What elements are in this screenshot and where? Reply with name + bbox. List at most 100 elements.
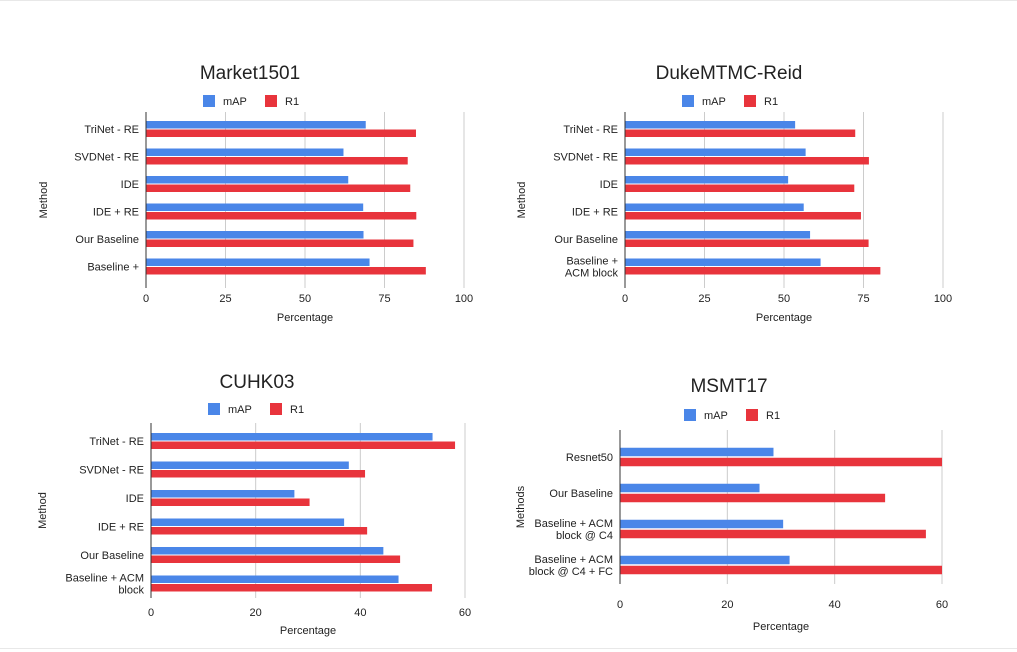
x-tick-label: 20 <box>250 607 262 619</box>
legend-label: mAP <box>702 96 726 108</box>
top-divider <box>0 0 1017 1</box>
category-label: Our Baseline <box>75 234 139 246</box>
x-tick-label: 0 <box>143 293 149 305</box>
legend-swatch <box>270 403 282 415</box>
category-label: IDE + RE <box>98 522 144 534</box>
legend-swatch <box>208 403 220 415</box>
category-label: Baseline + <box>566 256 618 268</box>
legend-label: R1 <box>290 404 304 416</box>
category-label: IDE + RE <box>93 207 139 219</box>
bar-r1-ide <box>146 184 411 192</box>
x-axis-label: Percentage <box>753 621 809 633</box>
bar-r1-svdnet-re <box>151 470 366 478</box>
legend-item-r1: R1 <box>265 95 299 108</box>
bar-r1-ide-re <box>146 212 417 220</box>
category-label: SVDNet - RE <box>74 152 139 164</box>
category-label: IDE <box>121 179 139 191</box>
bar-r1-baseline <box>146 267 426 275</box>
x-axis-label: Percentage <box>277 312 333 324</box>
legend-item-map: mAP <box>208 403 252 416</box>
bar-r1-trinet-re <box>625 129 856 137</box>
bar-r1-baseline-acm-block <box>151 584 433 592</box>
bar-map-resnet50 <box>620 447 774 457</box>
x-tick-label: 100 <box>934 293 952 305</box>
x-tick-label: 20 <box>721 599 733 611</box>
bar-r1-ide <box>151 498 310 506</box>
category-label: IDE <box>126 493 144 505</box>
bar-map-svdnet-re <box>625 148 806 156</box>
category-label: Baseline + ACM <box>534 518 613 530</box>
x-tick-label: 40 <box>829 599 841 611</box>
category-label: Baseline + ACM <box>65 573 144 585</box>
bar-map-trinet-re <box>151 433 433 441</box>
category-label: IDE + RE <box>572 207 618 219</box>
legend-swatch <box>684 409 696 421</box>
category-label: Baseline + ACM <box>534 554 613 566</box>
y-axis-label: Method <box>516 182 528 219</box>
x-tick-label: 0 <box>148 607 154 619</box>
bar-r1-svdnet-re <box>625 157 869 165</box>
legend-swatch <box>203 95 215 107</box>
bar-map-ide-re <box>625 203 804 211</box>
legend-label: R1 <box>766 410 780 422</box>
category-label: IDE <box>600 179 618 191</box>
bar-r1-our-baseline <box>151 555 401 563</box>
category-label: ACM block <box>565 268 619 280</box>
legend-item-map: mAP <box>203 95 247 108</box>
x-tick-label: 60 <box>459 607 471 619</box>
bar-map-ide <box>625 176 789 184</box>
legend-item-map: mAP <box>684 409 728 422</box>
bar-map-ide-re <box>151 518 345 526</box>
x-axis-label: Percentage <box>756 312 812 324</box>
bar-map-baseline-acm-block <box>151 575 399 583</box>
bar-r1-ide-re <box>151 527 368 535</box>
legend-item-map: mAP <box>682 95 726 108</box>
bar-map-ide <box>151 490 295 498</box>
bar-r1-svdnet-re <box>146 157 408 165</box>
x-tick-label: 50 <box>778 293 790 305</box>
legend-label: mAP <box>704 410 728 422</box>
category-label: TriNet - RE <box>563 124 618 136</box>
x-tick-label: 60 <box>936 599 948 611</box>
chart-title: CUHK03 <box>220 372 295 393</box>
chart-title: MSMT17 <box>690 376 767 397</box>
legend-item-r1: R1 <box>270 403 304 416</box>
x-tick-label: 0 <box>622 293 628 305</box>
bar-map-ide <box>146 176 349 184</box>
category-label: SVDNet - RE <box>553 152 618 164</box>
x-tick-label: 100 <box>455 293 473 305</box>
x-axis-label: Percentage <box>280 625 336 637</box>
y-axis-label: Method <box>37 492 49 529</box>
bar-map-trinet-re <box>625 121 796 129</box>
category-label: TriNet - RE <box>89 436 144 448</box>
y-axis-label: Method <box>38 182 50 219</box>
bar-map-our-baseline <box>146 231 364 239</box>
bar-map-baseline-acm-block-c4 <box>620 519 784 529</box>
bar-map-our-baseline <box>151 547 384 555</box>
bar-map-our-baseline <box>620 483 760 493</box>
category-label: Resnet50 <box>566 452 613 464</box>
legend-item-r1: R1 <box>746 409 780 422</box>
bar-map-ide-re <box>146 203 364 211</box>
category-label: Baseline + <box>87 262 139 274</box>
legend-label: mAP <box>228 404 252 416</box>
bar-r1-baseline-acm-block-c4 <box>620 529 926 539</box>
bar-map-svdnet-re <box>146 148 344 156</box>
category-label: Our Baseline <box>549 488 613 500</box>
bottom-divider <box>0 648 1017 649</box>
category-label: SVDNet - RE <box>79 465 144 477</box>
bar-map-svdnet-re <box>151 461 349 469</box>
bar-r1-our-baseline <box>625 239 869 247</box>
category-label: block @ C4 <box>556 530 613 542</box>
bar-map-our-baseline <box>625 231 811 239</box>
x-tick-label: 25 <box>219 293 231 305</box>
legend-swatch <box>682 95 694 107</box>
x-tick-label: 50 <box>299 293 311 305</box>
x-tick-label: 0 <box>617 599 623 611</box>
legend-label: R1 <box>285 96 299 108</box>
bar-r1-baseline-acm-block-c4-fc <box>620 565 942 575</box>
legend-swatch <box>746 409 758 421</box>
